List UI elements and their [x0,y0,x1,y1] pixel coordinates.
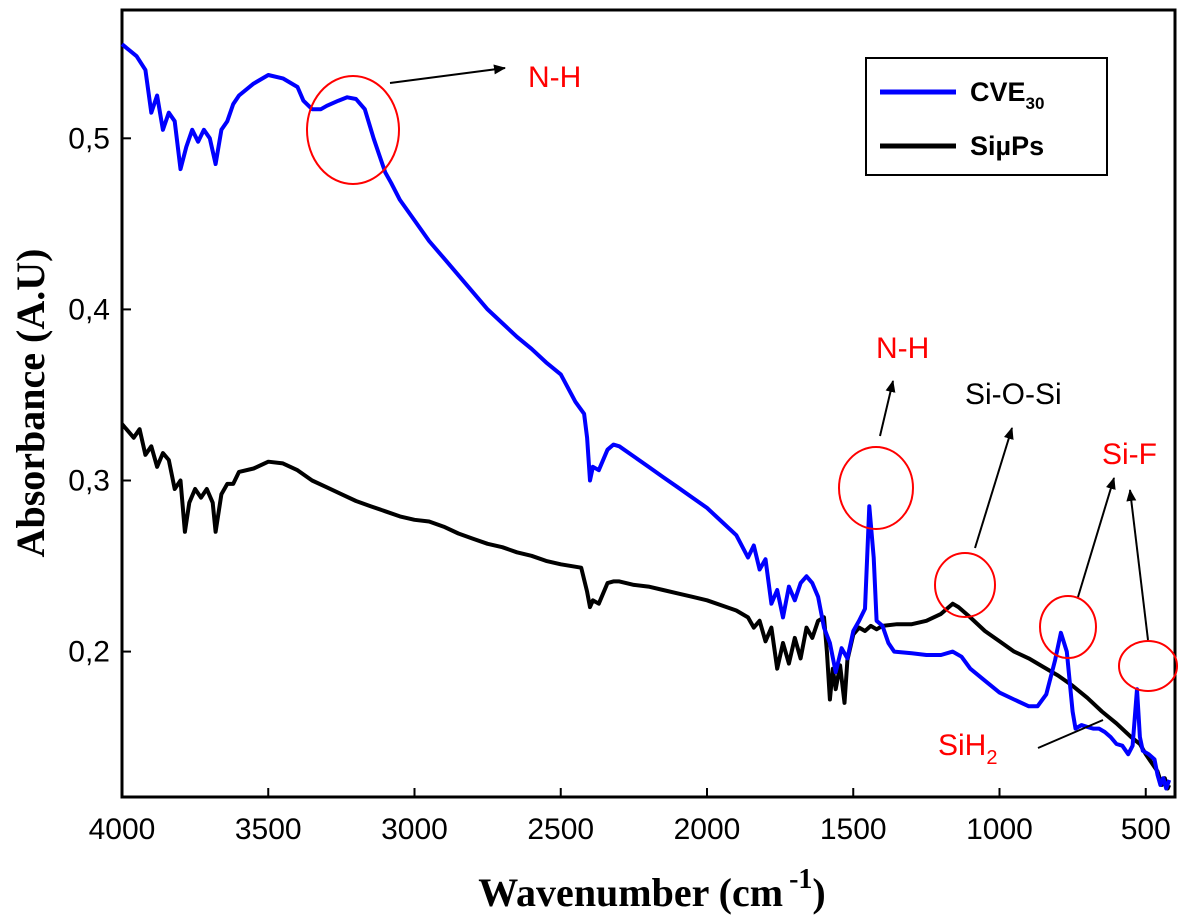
annotation-markers [306,75,1178,692]
nh-arrow-1 [389,64,506,84]
sif-arrow-1 [1077,477,1116,598]
y-tick-label: 0,2 [68,636,110,669]
annotation-nh-1: N-H [528,61,581,94]
sif-circle-2 [1118,640,1178,692]
annotation-nh-2: N-H [876,332,929,365]
sih2-line [1037,719,1104,749]
series-line-siups [120,422,1172,791]
x-tick-label: 4000 [89,813,156,846]
x-tick-label: 1000 [966,813,1033,846]
series-layer [120,42,1172,791]
sio-arrow [974,427,1014,549]
annotation-sih2-base: SiH [938,729,986,762]
x-tick-label: 3000 [381,813,448,846]
x-tick-label: 1500 [820,813,887,846]
x-axis-title-sup: -1 [789,864,812,895]
y-tick-label: 0,5 [68,122,110,155]
nh-arrow-2 [879,380,896,437]
series-line-cve30 [120,42,1172,791]
x-tick-label: 500 [1121,813,1171,846]
x-tick-label: 2500 [527,813,594,846]
annotation-sih2-sub: 2 [986,747,997,769]
x-axis-ticks: 4000 3500 3000 2500 2000 1500 1000 500 [89,788,1171,846]
x-axis-title-main: Wavenumber (cm [478,870,783,915]
y-axis-ticks: 0,2 0,3 0,4 0,5 [68,122,131,669]
legend-label-sips: SiµPs [970,131,1044,161]
nh-circle-2 [838,446,914,530]
legend: CVE30 SiµPs [865,57,1108,176]
x-axis-title: Wavenumber (cm -1) [478,864,825,915]
y-axis-title: Absorbance (A.U) [8,249,53,558]
nh-circle-1 [306,75,400,185]
annotation-si-o-si: Si-O-Si [965,378,1062,411]
x-axis-title-close: ) [812,870,825,915]
x-tick-label: 3500 [235,813,302,846]
annotation-arrows [389,64,1149,749]
y-tick-label: 0,4 [68,293,110,326]
legend-label-cve: CVE30 [970,77,1044,113]
legend-label-cve-base: CVE [970,77,1026,107]
annotation-sih2: SiH2 [938,729,997,769]
legend-label-cve-sub: 30 [1026,94,1045,113]
x-tick-label: 2000 [674,813,741,846]
plot-frame [120,8,1177,799]
annotation-si-f: Si-F [1102,438,1157,471]
y-tick-label: 0,3 [68,464,110,497]
sif-arrow-2 [1126,489,1149,641]
legend-box [865,57,1108,176]
sio-circle [934,552,996,618]
sif-circle-1 [1039,595,1097,659]
